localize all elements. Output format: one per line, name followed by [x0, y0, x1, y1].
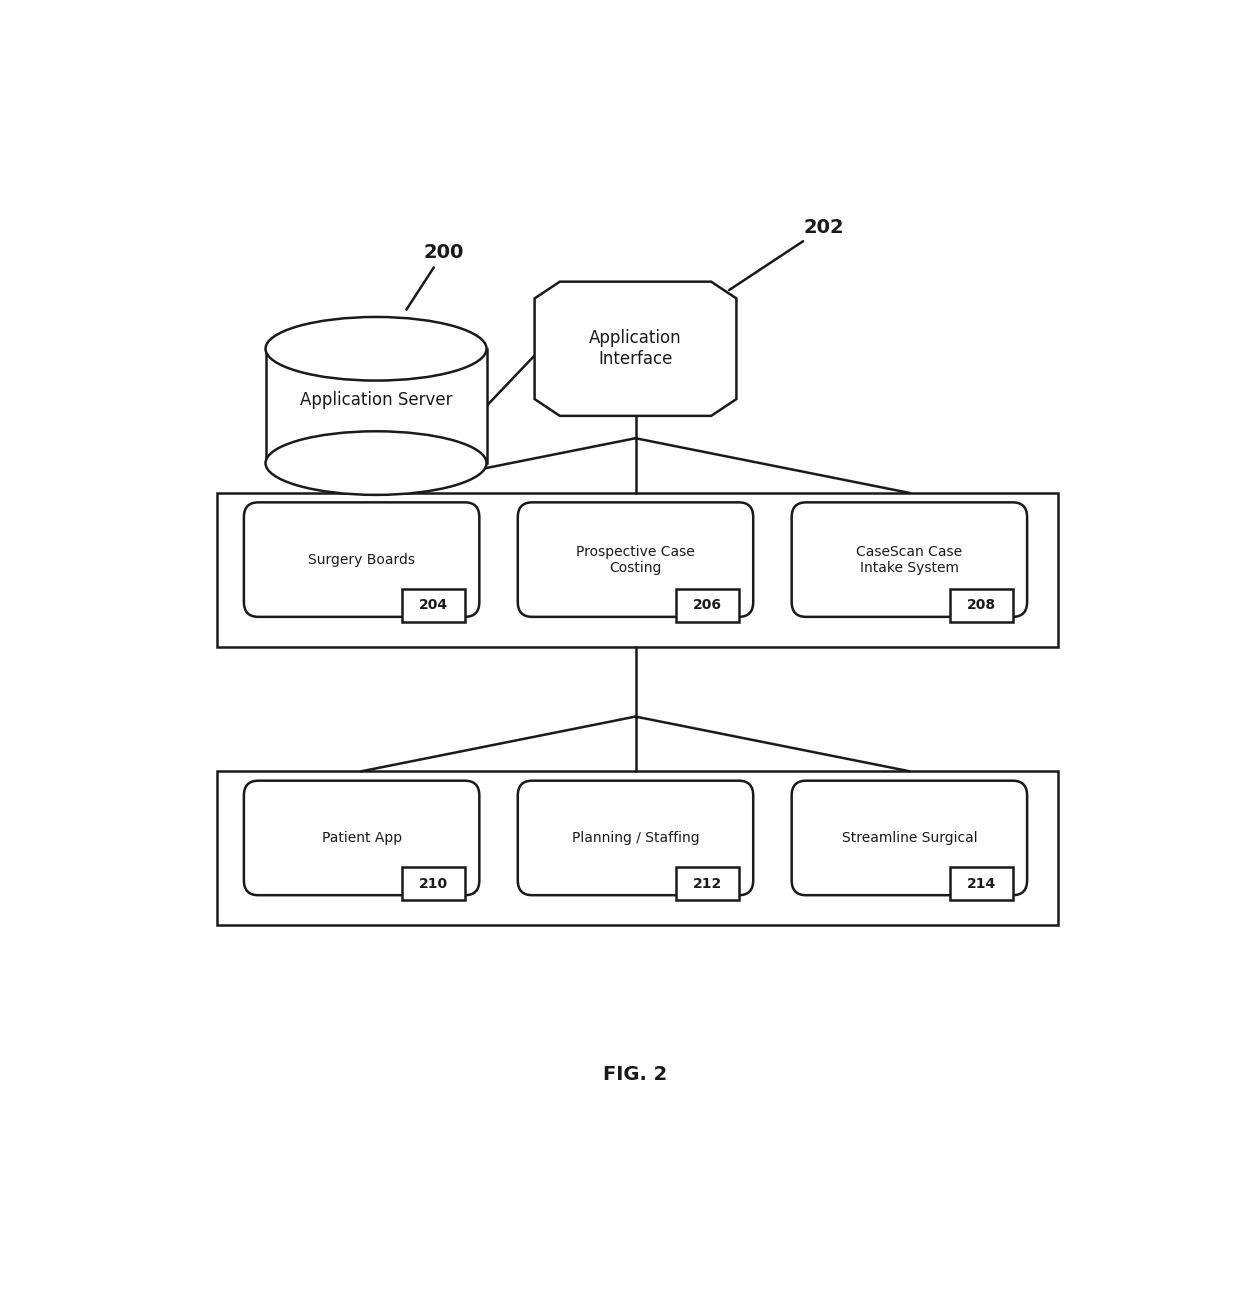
Bar: [265, 349, 486, 463]
Text: Surgery Boards: Surgery Boards: [308, 553, 415, 567]
Text: 204: 204: [419, 598, 448, 612]
Ellipse shape: [265, 431, 486, 494]
Bar: [676, 868, 739, 900]
Text: 206: 206: [693, 598, 722, 612]
Text: 210: 210: [419, 877, 448, 891]
FancyBboxPatch shape: [791, 781, 1027, 895]
Text: Application
Interface: Application Interface: [589, 329, 682, 368]
Bar: [403, 868, 465, 900]
Text: FIG. 2: FIG. 2: [604, 1065, 667, 1084]
Text: 200: 200: [407, 243, 464, 310]
Bar: [676, 589, 739, 622]
Bar: [950, 868, 1013, 900]
Text: CaseScan Case
Intake System: CaseScan Case Intake System: [857, 545, 962, 574]
FancyBboxPatch shape: [518, 781, 753, 895]
Bar: [403, 589, 465, 622]
Bar: [950, 589, 1013, 622]
FancyBboxPatch shape: [244, 502, 480, 617]
Ellipse shape: [265, 318, 486, 381]
Text: Patient App: Patient App: [321, 831, 402, 844]
Polygon shape: [534, 281, 737, 416]
FancyBboxPatch shape: [518, 502, 753, 617]
Text: Planning / Staffing: Planning / Staffing: [572, 831, 699, 844]
Text: 212: 212: [693, 877, 722, 891]
Text: 214: 214: [967, 877, 996, 891]
Text: Streamline Surgical: Streamline Surgical: [842, 831, 977, 844]
FancyBboxPatch shape: [791, 502, 1027, 617]
FancyBboxPatch shape: [244, 781, 480, 895]
Bar: [217, 771, 1058, 926]
Text: Application Server: Application Server: [300, 391, 453, 409]
Text: 202: 202: [729, 218, 844, 290]
Bar: [217, 493, 1058, 647]
Text: 208: 208: [967, 598, 996, 612]
Text: Prospective Case
Costing: Prospective Case Costing: [577, 545, 694, 574]
